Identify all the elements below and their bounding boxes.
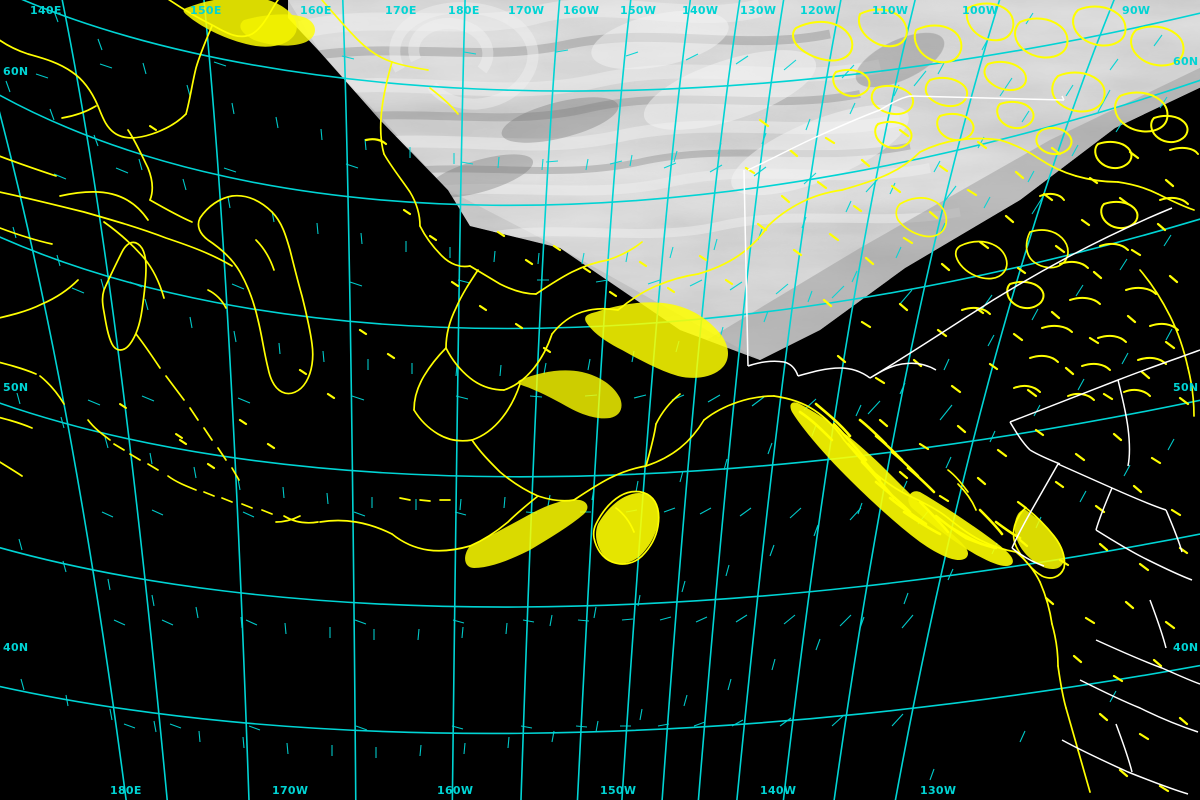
left-label-group: 60N 50N 40N [3,65,28,654]
grid-label-top-120w: 120W [800,4,836,17]
grid-label-top-160e: 160E [300,4,332,17]
grid-label-top-130w: 130W [740,4,776,17]
grid-label-bottom-180e: 180E [110,784,142,797]
grid-label-top-100w: 100W [962,4,998,17]
grid-label-right-60n: 60N [1173,55,1198,68]
grid-label-top-150w: 150W [620,4,656,17]
grid-label-top-140e: 140E [30,4,62,17]
grid-label-top-170e: 170E [385,4,417,17]
grid-label-top-180e: 180E [448,4,480,17]
grid-label-left-40n: 40N [3,641,28,654]
political-borders [743,95,1200,795]
grid-label-bottom-170w: 170W [272,784,308,797]
grid-label-left-60n: 60N [3,65,28,78]
grid-label-top-170w: 170W [508,4,544,17]
top-label-group: 140E 150E 160E 170E 180E 170W 160W 150W 140W 130W… [30,4,1150,17]
bottom-label-group: 180E 170W 160W 150W 140W 130W [110,784,956,797]
grid-label-top-150e: 150E [190,4,222,17]
grid-label-top-90w: 90W [1122,4,1150,17]
meridian-ticks [35,49,1111,731]
grid-label-left-50n: 50N [3,381,28,394]
grid-label-top-110w: 110W [872,4,908,17]
grid-label-top-140w: 140W [682,4,718,17]
coastline-dense-fill [183,0,1065,570]
grid-label-bottom-150w: 150W [600,784,636,797]
right-label-group: 60N 50N 40N [1173,55,1198,654]
grid-label-bottom-160w: 160W [437,784,473,797]
grid-label-top-160w: 160W [563,4,599,17]
grid-label-right-40n: 40N [1173,641,1198,654]
grid-label-bottom-140w: 140W [760,784,796,797]
grid-label-right-50n: 50N [1173,381,1198,394]
graticule-labels: 140E 150E 160E 170E 180E 170W 160W 150W 140W 130W… [3,4,1198,797]
grid-label-bottom-130w: 130W [920,784,956,797]
